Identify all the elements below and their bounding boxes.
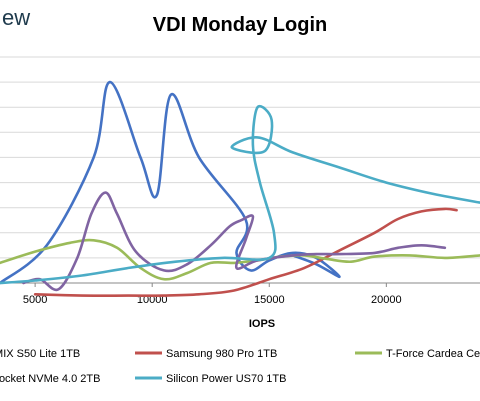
gridlines [0,56,480,284]
series-line-4 [0,104,480,285]
legend-label-0: IMIX S50 Lite 1TB [0,348,80,360]
series-lines [0,80,480,297]
x-tick-label-1: 10000 [137,294,168,306]
x-axis-label: IOPS [249,318,275,330]
x-tick-label-3: 20000 [371,294,402,306]
brand-logo-text: ew [2,5,30,30]
x-tick-labels: 5000 10000 15000 20000 [23,283,402,306]
chart-title: VDI Monday Login [153,14,327,36]
series-line-3 [22,191,447,292]
series-line-2 [0,238,480,281]
legend: IMIX S50 Lite 1TB Samsung 980 Pro 1TB T-Fo… [0,348,480,385]
x-tick-label-2: 15000 [254,294,285,306]
legend-label-1: Samsung 980 Pro 1TB [166,348,277,360]
legend-label-2: T-Force Cardea Cer [386,348,480,360]
legend-label-3: Rocket NVMe 4.0 2TB [0,373,100,385]
series-line-1 [33,207,458,297]
legend-label-4: Silicon Power US70 1TB [166,373,286,385]
x-tick-label-0: 5000 [23,294,47,306]
